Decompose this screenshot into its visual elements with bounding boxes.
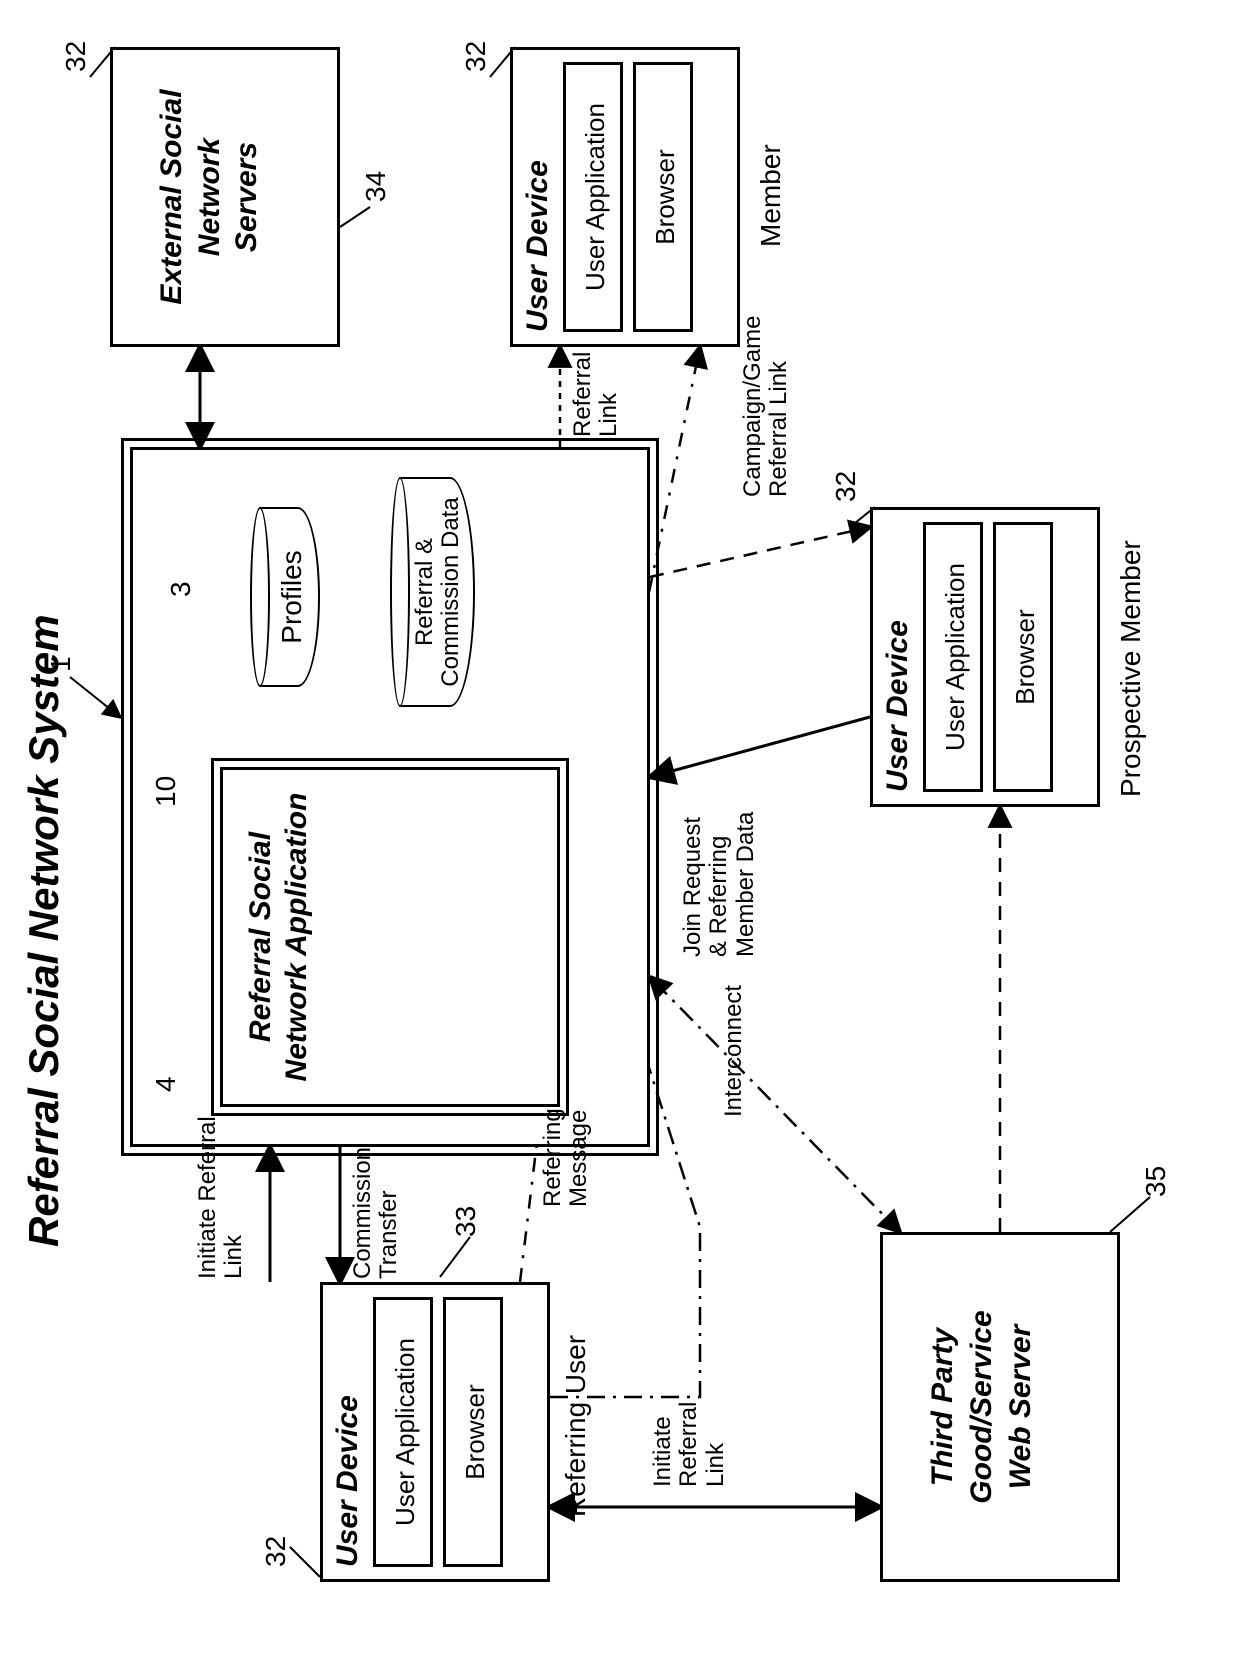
ref-32-d: 32 <box>830 471 862 502</box>
caption-prospect: Prospective Member <box>1115 540 1147 797</box>
ext-servers-box: External Social Network Servers <box>110 47 340 347</box>
ud-mem-title: User Device <box>513 50 559 344</box>
ref-3: 3 <box>165 581 197 597</box>
user-device-prospect: User Device User Application Browser <box>870 507 1100 807</box>
diagram-title: Referral Social Network System <box>20 614 68 1247</box>
edge-referring-msg: Referring Message <box>540 1108 593 1207</box>
profiles-db-label: Profiles <box>276 507 308 687</box>
ud-left-app: User Application <box>376 1300 421 1564</box>
edge-campaign: Campaign/Game Referral Link <box>740 316 793 497</box>
caption-member: Member <box>755 144 787 247</box>
profiles-db: Profiles <box>260 507 320 687</box>
edge-join: Join Request & Referring Member Data <box>680 812 759 957</box>
ref-32-a: 32 <box>60 41 92 72</box>
third-party-label: Third Party Good/Service Web Server <box>883 1235 1040 1579</box>
ud-mem-browser: Browser <box>636 65 681 329</box>
ref-35: 35 <box>1140 1166 1172 1197</box>
app-box: Referral Social Network Application <box>220 767 560 1107</box>
edge-commission: Commission Transfer <box>350 1147 403 1279</box>
ud-pros-app: User Application <box>926 525 971 789</box>
refcom-db: Referral & Commission Data <box>400 477 475 707</box>
app-box-label: Referral Social Network Application <box>223 770 315 1104</box>
edge-interconnect: Interconnect <box>720 985 748 1117</box>
ref-32-b: 32 <box>260 1536 292 1567</box>
ref-33: 33 <box>450 1206 482 1237</box>
ref-4: 4 <box>150 1076 182 1092</box>
ref-34: 34 <box>360 171 392 202</box>
ext-servers-label: External Social Network Servers <box>113 50 266 344</box>
ref-32-c: 32 <box>460 41 492 72</box>
ud-left-title: User Device <box>323 1285 369 1579</box>
edge-initiate-bottom: Initiate Referral Link <box>650 1402 729 1487</box>
refcom-db-label: Referral & Commission Data <box>412 477 465 707</box>
ud-left-browser: Browser <box>446 1300 491 1564</box>
ud-pros-browser: Browser <box>996 525 1041 789</box>
caption-referring: Referring User <box>560 1335 592 1517</box>
user-device-referring: User Device User Application Browser <box>320 1282 550 1582</box>
ref-1: 1 <box>45 656 77 672</box>
user-device-member: User Device User Application Browser <box>510 47 740 347</box>
edge-referral-link: Referral Link <box>570 352 623 437</box>
ud-pros-title: User Device <box>873 510 919 804</box>
ref-10: 10 <box>150 776 182 807</box>
third-party-box: Third Party Good/Service Web Server <box>880 1232 1120 1582</box>
ud-mem-app: User Application <box>566 65 611 329</box>
edge-initiate-left: Initiate Referral Link <box>195 1116 248 1279</box>
